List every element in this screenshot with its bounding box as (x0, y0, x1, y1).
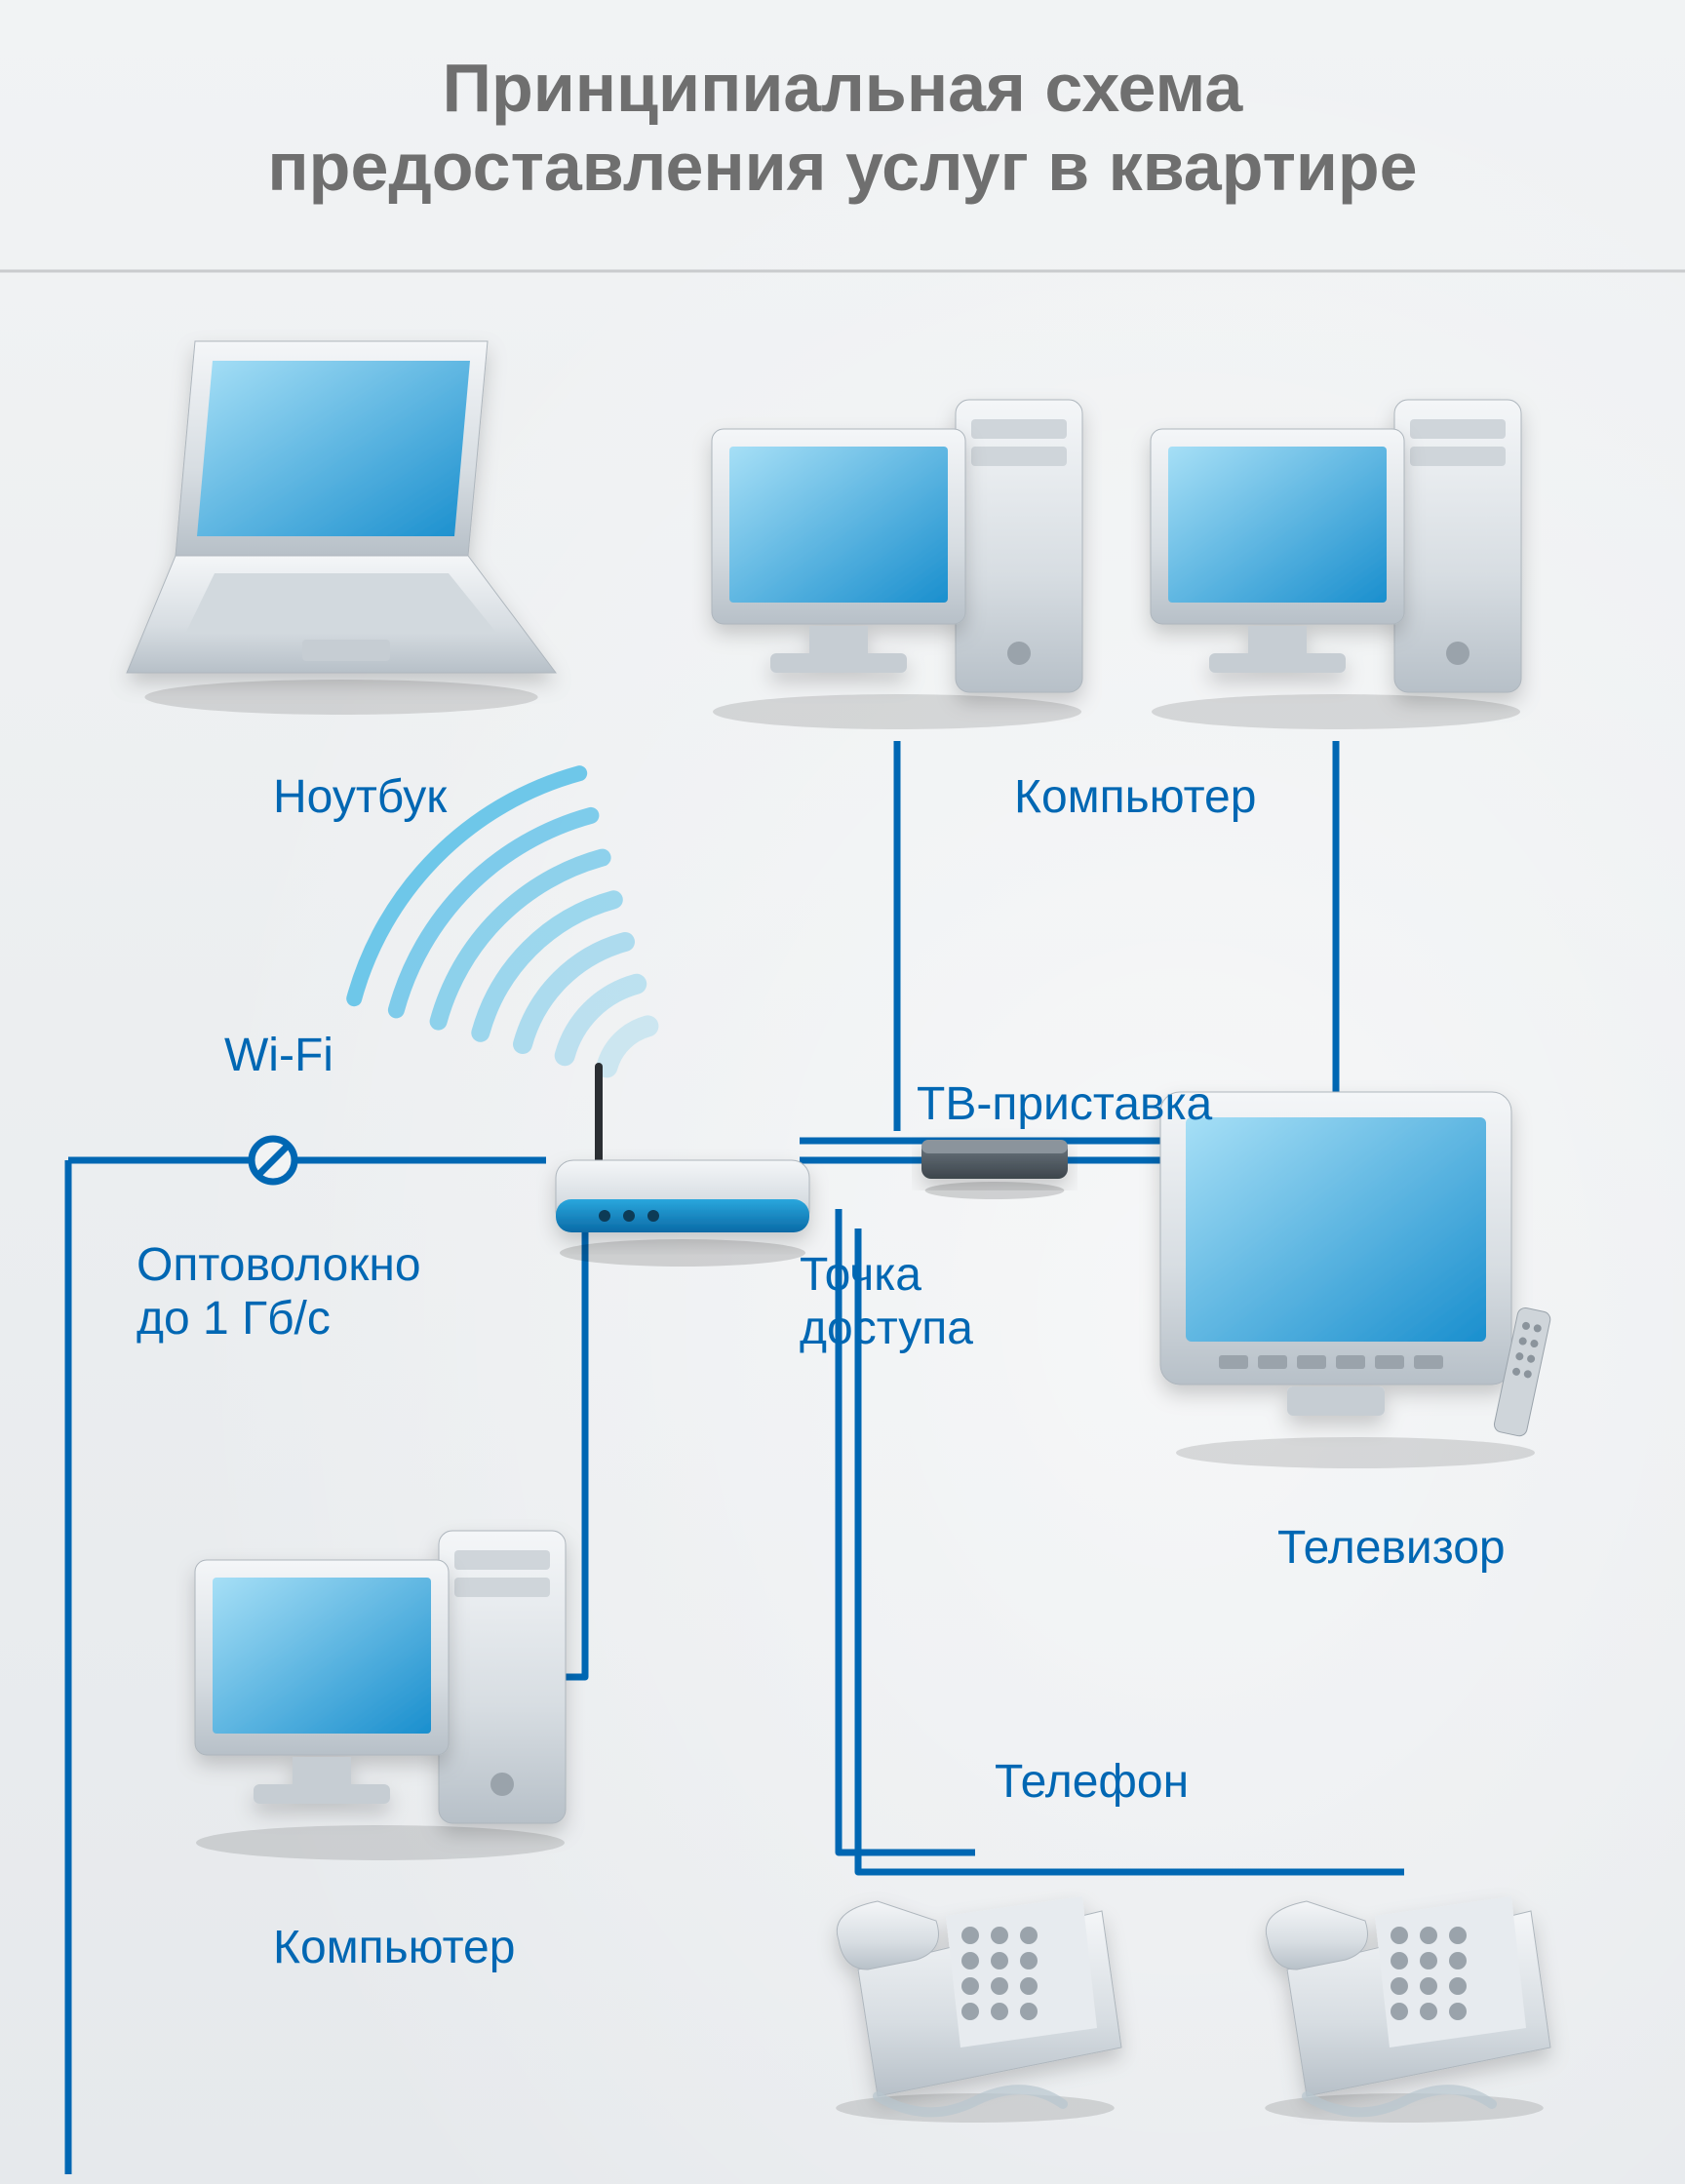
label-computer-b: Компьютер (273, 1921, 515, 1974)
label-phone: Телефон (995, 1755, 1189, 1809)
label-tv: Телевизор (1277, 1521, 1506, 1575)
phone-2-icon (1238, 1852, 1570, 2126)
phone-1-icon (809, 1852, 1141, 2126)
desktop-top-2-icon (1131, 361, 1541, 731)
desktop-bottom-icon (176, 1492, 585, 1862)
fiber-symbol-icon (244, 1131, 302, 1190)
desktop-top-1-icon (692, 361, 1102, 731)
label-fiber: Оптоволокно до 1 Гб/с (137, 1238, 421, 1346)
laptop-icon (107, 312, 575, 722)
label-computers: Компьютер (1014, 770, 1256, 824)
label-router: Точка доступа (800, 1248, 973, 1355)
router-icon (536, 1053, 829, 1268)
label-wifi: Wi-Fi (224, 1029, 333, 1082)
label-laptop: Ноутбук (273, 770, 447, 824)
diagram-canvas: Принципиальная схема предоставления услу… (0, 0, 1685, 2184)
label-stb: ТВ-приставка (917, 1077, 1212, 1131)
